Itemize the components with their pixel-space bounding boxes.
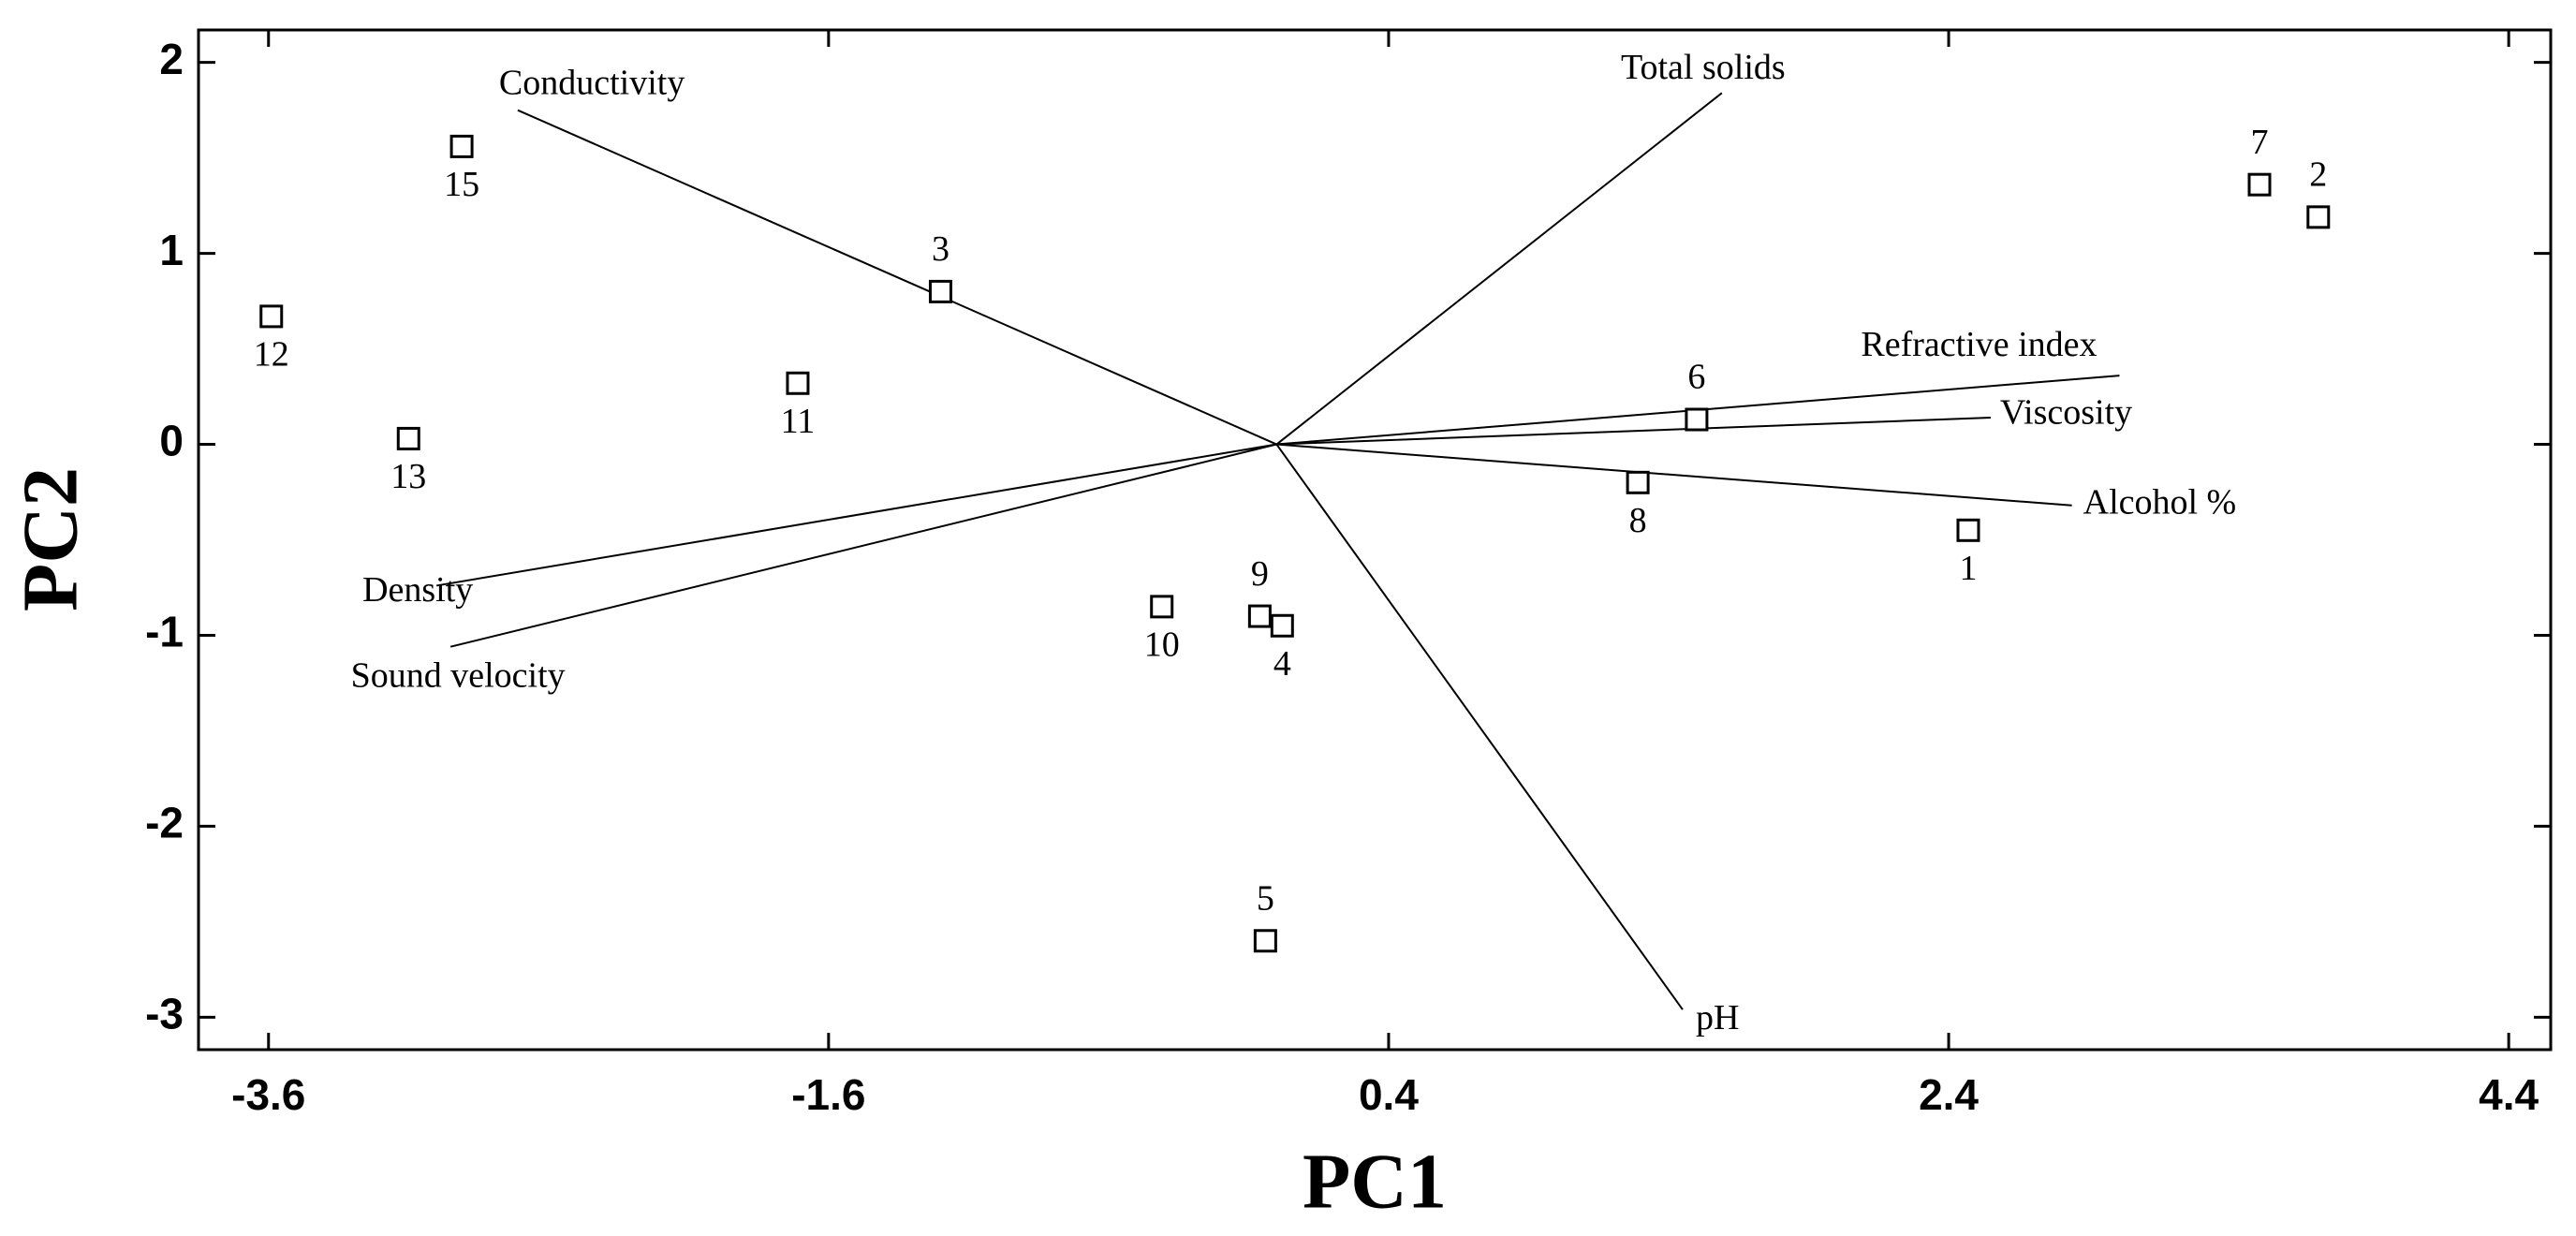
x-axis-title: PC1 [1303,1138,1447,1225]
score-point [1956,518,1980,542]
x-tick-label: 0.4 [1359,1070,1419,1119]
loading-vector [436,443,1277,587]
point-label: 15 [444,165,479,204]
x-tick-label: 2.4 [1919,1070,1979,1119]
score-point [2247,172,2272,197]
loading-label: Density [362,570,473,610]
y-axis-title: PC2 [7,467,94,611]
loading-label: Viscosity [2000,393,2132,433]
score-point [396,426,420,450]
point-label: 5 [1257,878,1274,918]
x-tick-label: -3.6 [231,1070,305,1119]
point-label: 13 [390,457,426,496]
x-tick-label: -1.6 [791,1070,865,1119]
loading-vector [1276,443,2072,507]
point-label: 6 [1687,358,1705,397]
y-tick-label: 1 [159,226,184,274]
point-label: 10 [1144,625,1180,665]
point-label: 1 [1959,549,1977,588]
loading-label: Sound velocity [351,655,566,695]
loading-label: Alcohol % [2083,483,2237,522]
point-label: 7 [2250,123,2268,162]
loading-vector [1276,416,1991,446]
score-point [1626,470,1650,494]
y-tick-label: -3 [145,989,184,1037]
y-tick-label: -1 [145,608,184,656]
loading-vector [449,443,1277,648]
point-label: 8 [1629,501,1647,540]
point-label: 12 [254,335,289,375]
y-tick-label: 0 [159,417,184,465]
score-point [259,304,284,329]
score-point [1253,929,1277,953]
loading-vector [1275,92,1723,446]
score-point [1685,407,1709,432]
point-label: 2 [2309,155,2327,195]
score-point [1247,604,1272,628]
loading-label: pH [1696,998,1739,1037]
y-tick-label: -2 [145,799,184,847]
loading-vector [517,109,1277,446]
loading-label: Refractive index [1861,325,2097,364]
score-point [1150,595,1174,619]
point-label: 11 [781,402,816,441]
point-label: 9 [1251,554,1269,594]
score-point [928,279,952,303]
plot-frame [197,28,2553,1052]
x-tick-label: 4.4 [2479,1070,2539,1119]
loading-vector [1275,443,1684,1010]
loading-label: Total solids [1621,48,1786,87]
score-point [1270,613,1294,638]
point-label: 4 [1273,644,1291,684]
score-point [2306,205,2331,229]
score-point [449,134,474,158]
score-point [786,371,810,395]
point-label: 3 [932,229,949,269]
loading-label: Conductivity [499,63,684,102]
y-tick-label: 2 [159,35,184,83]
